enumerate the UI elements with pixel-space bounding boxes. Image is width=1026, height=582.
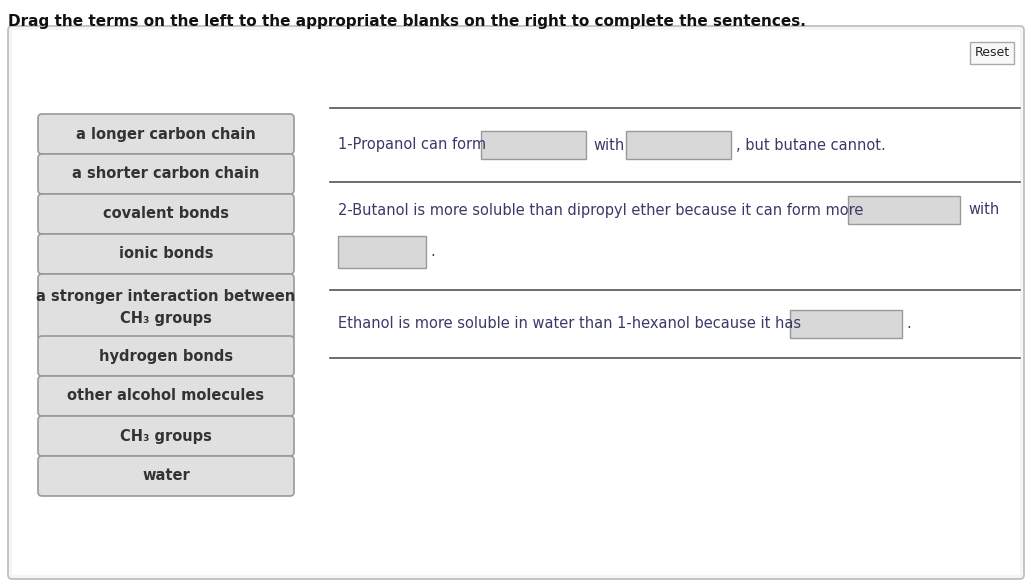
FancyBboxPatch shape: [849, 196, 960, 224]
Text: hydrogen bonds: hydrogen bonds: [98, 349, 233, 364]
FancyBboxPatch shape: [38, 336, 294, 376]
FancyBboxPatch shape: [790, 310, 902, 338]
Text: with: with: [593, 137, 624, 152]
Text: Reset: Reset: [975, 47, 1010, 59]
FancyBboxPatch shape: [338, 236, 426, 268]
Text: .: .: [906, 317, 911, 332]
Text: 2-Butanol is more soluble than dipropyl ether because it can form more: 2-Butanol is more soluble than dipropyl …: [338, 203, 863, 218]
FancyBboxPatch shape: [38, 376, 294, 416]
Text: a shorter carbon chain: a shorter carbon chain: [72, 166, 260, 182]
FancyBboxPatch shape: [38, 154, 294, 194]
FancyBboxPatch shape: [38, 416, 294, 456]
FancyBboxPatch shape: [12, 30, 1020, 575]
Text: .: .: [430, 244, 435, 260]
FancyBboxPatch shape: [38, 456, 294, 496]
FancyBboxPatch shape: [38, 274, 294, 340]
Text: water: water: [143, 469, 190, 484]
FancyBboxPatch shape: [481, 131, 586, 159]
Text: a longer carbon chain: a longer carbon chain: [76, 126, 255, 141]
FancyBboxPatch shape: [8, 26, 1024, 579]
FancyBboxPatch shape: [38, 194, 294, 234]
FancyBboxPatch shape: [38, 234, 294, 274]
Text: CH₃ groups: CH₃ groups: [120, 428, 212, 443]
Text: 1-Propanol can form: 1-Propanol can form: [338, 137, 486, 152]
Text: Ethanol is more soluble in water than 1-hexanol because it has: Ethanol is more soluble in water than 1-…: [338, 317, 801, 332]
Text: Drag the terms on the left to the appropriate blanks on the right to complete th: Drag the terms on the left to the approp…: [8, 14, 805, 29]
Text: , but butane cannot.: , but butane cannot.: [736, 137, 885, 152]
Text: CH₃ groups: CH₃ groups: [120, 311, 212, 325]
FancyBboxPatch shape: [626, 131, 731, 159]
Text: a stronger interaction between: a stronger interaction between: [36, 289, 295, 303]
Text: ionic bonds: ionic bonds: [119, 247, 213, 261]
Text: other alcohol molecules: other alcohol molecules: [68, 389, 265, 403]
FancyBboxPatch shape: [970, 42, 1014, 64]
Text: covalent bonds: covalent bonds: [103, 207, 229, 222]
FancyBboxPatch shape: [38, 114, 294, 154]
Text: with: with: [968, 203, 999, 218]
